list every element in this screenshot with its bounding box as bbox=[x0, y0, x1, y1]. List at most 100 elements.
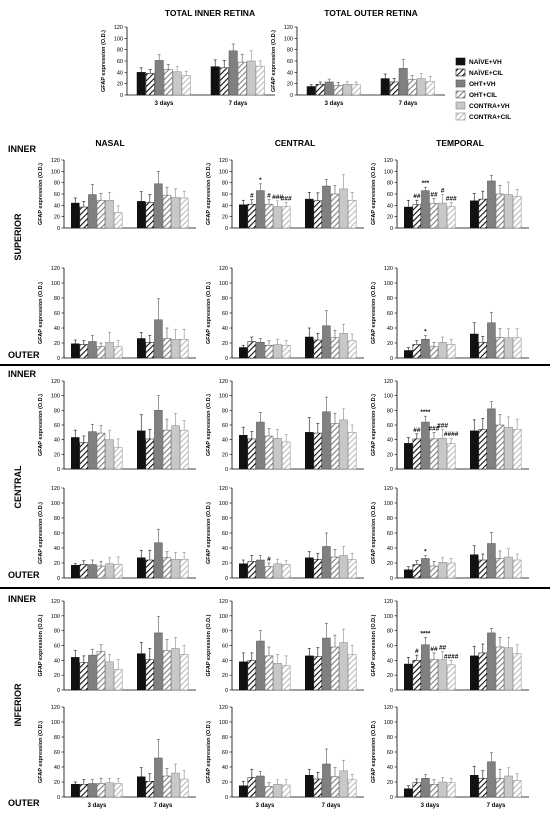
y-tick-label: 120 bbox=[51, 705, 60, 711]
chart-inf-outer-nasal: 0 20 40 60 80 100 120 GFAP expression (O.D.) 3 d… bbox=[38, 705, 196, 809]
bar-sup-outer-central-0-1 bbox=[247, 341, 257, 359]
y-axis-label: GFAP expression (O.D.) bbox=[206, 502, 212, 564]
significance-mark: * bbox=[424, 329, 427, 336]
bar-inf-outer-nasal-0-0 bbox=[71, 784, 80, 798]
bar-cen-outer-nasal-1-3 bbox=[162, 557, 172, 579]
bar-inf-outer-temporal-1-1 bbox=[478, 778, 488, 798]
bar-sup-inner-temporal-0-2 bbox=[421, 190, 430, 229]
significance-mark: **** bbox=[420, 630, 431, 637]
y-tick-label: 0 bbox=[57, 688, 60, 694]
bar-total-outer-1-3 bbox=[407, 79, 417, 96]
y-tick-label: 120 bbox=[384, 266, 393, 272]
y-tick-label: 60 bbox=[54, 423, 60, 429]
bar-inf-outer-temporal-0-3 bbox=[429, 784, 439, 798]
bar-inf-inner-central-0-5 bbox=[281, 665, 291, 691]
y-tick-label: 120 bbox=[219, 158, 228, 164]
legend-label-0: NAÏVE+VH bbox=[469, 58, 502, 66]
bar-cen-outer-central-0-4 bbox=[273, 563, 282, 579]
significance-mark: * bbox=[259, 177, 262, 184]
y-axis-label: GFAP expression (O.D.) bbox=[38, 614, 44, 676]
y-tick-label: 120 bbox=[51, 599, 60, 605]
bar-cen-outer-central-0-0 bbox=[239, 563, 248, 579]
bar-sup-inner-temporal-0-5 bbox=[446, 206, 456, 229]
bar-sup-outer-nasal-0-2 bbox=[88, 341, 97, 359]
bar-sup-inner-temporal-1-2 bbox=[487, 180, 496, 229]
y-axis-label: GFAP expression (O.D.) bbox=[271, 30, 277, 92]
bar-cen-outer-nasal-0-2 bbox=[88, 564, 97, 579]
y-tick-label: 80 bbox=[222, 296, 228, 302]
bar-inf-inner-temporal-0-4 bbox=[438, 659, 447, 691]
y-tick-label: 20 bbox=[222, 561, 228, 567]
y-tick-label: 100 bbox=[51, 501, 60, 507]
bar-sup-outer-nasal-1-0 bbox=[137, 338, 146, 359]
x-category-label: 7 days bbox=[154, 803, 173, 809]
y-tick-label: 120 bbox=[51, 266, 60, 272]
bar-total-outer-0-0 bbox=[306, 86, 316, 96]
y-tick-label: 0 bbox=[390, 467, 393, 473]
y-tick-label: 100 bbox=[384, 614, 393, 620]
bar-total-outer-0-5 bbox=[351, 84, 361, 96]
y-tick-label: 40 bbox=[387, 326, 393, 332]
y-tick-label: 80 bbox=[54, 181, 60, 187]
y-tick-label: 60 bbox=[387, 192, 393, 198]
bar-cen-outer-temporal-1-5 bbox=[512, 559, 522, 579]
bar-inf-inner-central-1-3 bbox=[330, 646, 340, 691]
bar-sup-outer-central-1-0 bbox=[305, 336, 314, 359]
y-tick-label: 20 bbox=[287, 82, 293, 88]
y-tick-label: 0 bbox=[225, 356, 228, 362]
bar-cen-inner-central-1-3 bbox=[330, 423, 340, 470]
bar-total-inner-0-0 bbox=[136, 72, 146, 96]
bar-cen-inner-nasal-0-4 bbox=[105, 439, 114, 470]
bar-cen-outer-central-1-2 bbox=[322, 546, 331, 579]
significance-mark: #### bbox=[444, 653, 459, 660]
y-tick-label: 0 bbox=[225, 467, 228, 473]
bar-cen-outer-central-1-3 bbox=[330, 556, 340, 579]
chart-sup-inner-nasal: 0 20 40 60 80 100 120 GFAP expression (O.D.) bbox=[38, 158, 196, 232]
chart-inf-outer-temporal: 0 20 40 60 80 100 120 GFAP expression (O.D.) 3 d… bbox=[371, 705, 529, 809]
bar-cen-inner-nasal-0-3 bbox=[96, 432, 106, 470]
significance-mark: ## bbox=[413, 427, 421, 434]
bar-total-outer-0-2 bbox=[324, 81, 334, 96]
y-tick-label: 100 bbox=[51, 169, 60, 175]
y-tick-label: 60 bbox=[222, 192, 228, 198]
bar-cen-outer-nasal-0-1 bbox=[79, 564, 89, 579]
bar-sup-outer-temporal-1-5 bbox=[512, 337, 522, 359]
y-tick-label: 120 bbox=[114, 25, 123, 31]
bar-inf-inner-central-1-0 bbox=[305, 655, 314, 691]
bar-sup-outer-central-0-4 bbox=[273, 344, 282, 359]
legend-label-5: CONTRA+CIL bbox=[469, 114, 511, 121]
bar-sup-inner-nasal-1-1 bbox=[145, 202, 155, 229]
y-tick-label: 0 bbox=[390, 356, 393, 362]
bar-cen-inner-nasal-1-0 bbox=[137, 430, 146, 470]
bar-cen-outer-nasal-1-4 bbox=[171, 559, 180, 579]
row-label-superior: SUPERIOR bbox=[13, 213, 23, 261]
bar-cen-inner-nasal-1-2 bbox=[154, 410, 163, 470]
bar-sup-inner-central-1-0 bbox=[305, 198, 314, 229]
bar-cen-outer-central-0-2 bbox=[256, 559, 265, 579]
y-tick-label: 0 bbox=[225, 795, 228, 801]
bar-total-outer-1-4 bbox=[416, 78, 426, 96]
bar-total-inner-1-1 bbox=[219, 67, 229, 96]
y-tick-label: 40 bbox=[387, 546, 393, 552]
bar-inf-outer-nasal-1-0 bbox=[137, 776, 146, 798]
y-tick-label: 100 bbox=[384, 169, 393, 175]
chart-panels: 0 20 40 60 80 100 120 GFAP expression (O.D.) 3 d… bbox=[38, 25, 529, 809]
y-tick-label: 80 bbox=[54, 735, 60, 741]
chart-sup-outer-nasal: 0 20 40 60 80 100 120 GFAP expression (O.D.) bbox=[38, 266, 196, 362]
significance-mark: # bbox=[267, 556, 271, 563]
bar-cen-outer-temporal-1-1 bbox=[478, 559, 488, 579]
bar-total-outer-1-2 bbox=[398, 68, 408, 96]
bar-cen-outer-temporal-1-4 bbox=[504, 556, 513, 579]
y-tick-label: 20 bbox=[54, 561, 60, 567]
y-tick-label: 80 bbox=[222, 629, 228, 635]
legend-swatch-3 bbox=[455, 90, 466, 99]
y-axis-label: GFAP expression (O.D.) bbox=[38, 282, 44, 344]
bar-cen-inner-central-0-2 bbox=[256, 421, 265, 470]
y-tick-label: 40 bbox=[222, 658, 228, 664]
bar-cen-inner-central-1-1 bbox=[313, 432, 323, 470]
y-tick-label: 0 bbox=[57, 795, 60, 801]
x-category-label: 3 days bbox=[325, 101, 344, 107]
bar-sup-outer-temporal-0-1 bbox=[412, 344, 422, 359]
layer-label-outer-1: OUTER bbox=[8, 350, 40, 360]
bar-total-inner-0-3 bbox=[163, 69, 173, 96]
